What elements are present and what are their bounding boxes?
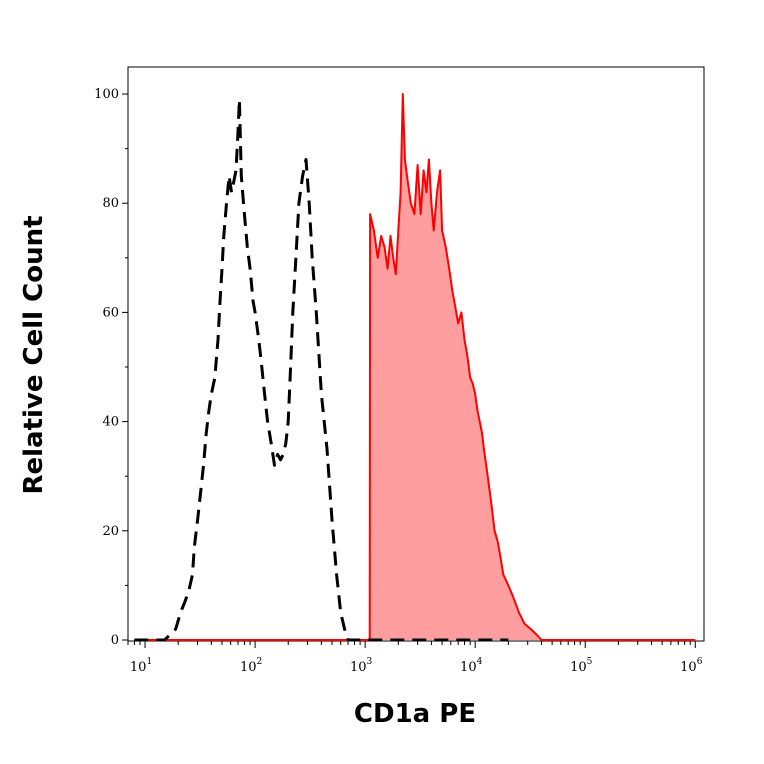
y-axis-title: Relative Cell Count xyxy=(19,215,49,494)
y-tick-label: 20 xyxy=(102,524,119,539)
x-tick-label: 105 xyxy=(570,657,593,675)
y-tick-label: 80 xyxy=(102,196,119,211)
x-tick-label: 103 xyxy=(350,657,373,675)
y-tick-label: 0 xyxy=(111,633,119,648)
x-axis-title: CD1a PE xyxy=(354,699,476,729)
series-2-area xyxy=(134,94,696,640)
x-tick-label: 102 xyxy=(240,657,262,675)
y-tick-label: 100 xyxy=(94,87,119,102)
y-tick-label: 40 xyxy=(102,415,119,430)
x-tick-label: 106 xyxy=(680,657,703,675)
series-1-line xyxy=(134,98,509,642)
series-2-line xyxy=(134,93,696,641)
x-tick-label: 104 xyxy=(460,657,483,675)
x-tick-label: 101 xyxy=(130,657,152,675)
y-tick-label: 60 xyxy=(102,305,119,320)
